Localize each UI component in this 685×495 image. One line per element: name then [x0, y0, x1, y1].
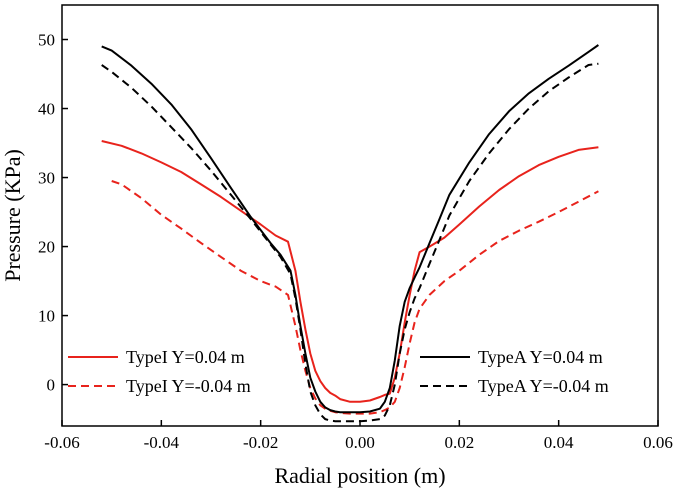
plot-lines	[101, 44, 599, 423]
x-axis-title: Radial position (m)	[274, 463, 445, 488]
series-line-3	[101, 44, 599, 414]
y-tick-label: 50	[38, 31, 55, 50]
x-tick-label: 0.04	[544, 433, 574, 452]
x-axis: -0.06 -0.04 -0.02 0.00 0.02 0.04 0.06	[44, 420, 673, 452]
x-tick-label: -0.04	[144, 433, 180, 452]
y-tick-label: 10	[38, 307, 55, 326]
x-tick-label: -0.02	[243, 433, 278, 452]
series-line-2	[111, 180, 599, 415]
y-tick-label: 40	[38, 100, 55, 119]
x-tick-label: 0.06	[643, 433, 673, 452]
y-tick-label: 20	[38, 238, 55, 257]
x-tick-label: 0.00	[345, 433, 375, 452]
series-line-1	[101, 140, 599, 403]
x-tick-label: 0.02	[444, 433, 474, 452]
x-tick-label: -0.06	[44, 433, 79, 452]
legend: TypeI Y=0.04 m TypeI Y=-0.04 m TypeA Y=0.0…	[68, 347, 609, 396]
legend-label: TypeI Y=-0.04 m	[126, 376, 251, 396]
legend-label: TypeA Y=0.04 m	[478, 347, 603, 367]
legend-label: TypeI Y=0.04 m	[126, 347, 245, 367]
series-line-4	[101, 62, 599, 423]
y-tick-label: 0	[47, 376, 56, 395]
y-tick-label: 30	[38, 169, 55, 188]
y-axis: 0 10 20 30 40 50	[38, 31, 68, 395]
y-axis-title: Pressure (KPa)	[0, 149, 25, 282]
legend-label: TypeA Y=-0.04 m	[478, 376, 609, 396]
